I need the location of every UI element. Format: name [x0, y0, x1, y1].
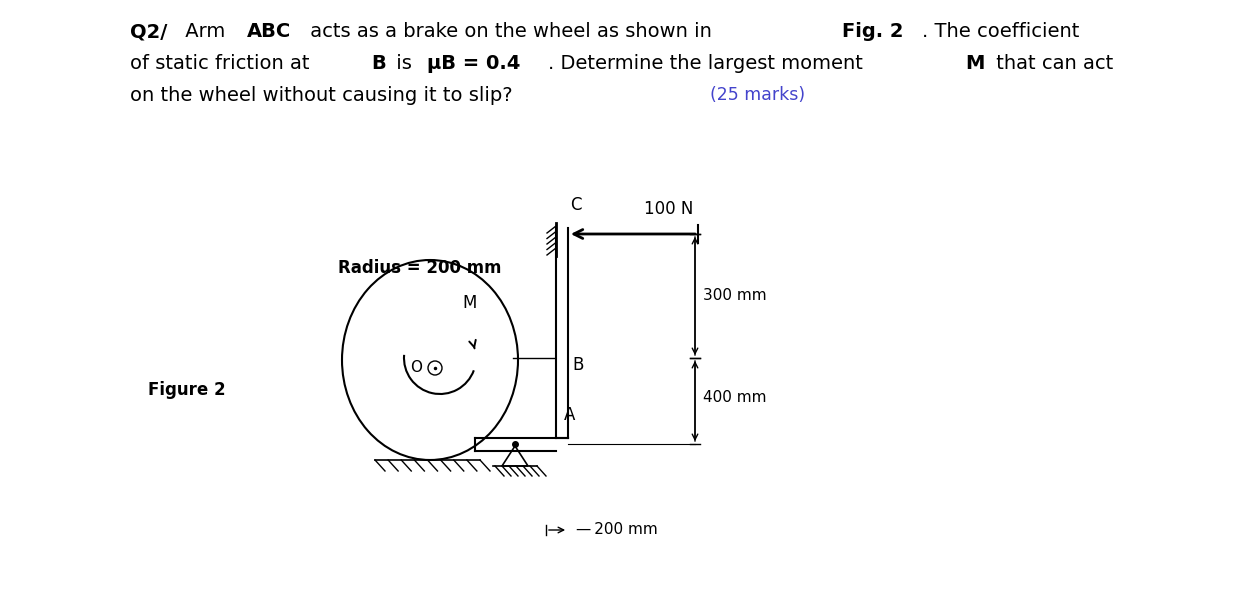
Text: M: M: [965, 54, 985, 73]
Text: ABC: ABC: [247, 22, 291, 41]
Text: 400 mm: 400 mm: [703, 390, 766, 405]
Text: that can act: that can act: [990, 54, 1114, 73]
Text: — 200 mm: — 200 mm: [576, 522, 658, 538]
Text: 300 mm: 300 mm: [703, 288, 766, 304]
Text: Arm: Arm: [179, 22, 231, 41]
Text: A: A: [564, 406, 575, 424]
Text: . Determine the largest moment: . Determine the largest moment: [548, 54, 869, 73]
Text: 100 N: 100 N: [643, 200, 693, 218]
Text: M: M: [462, 294, 477, 312]
Text: acts as a brake on the wheel as shown in: acts as a brake on the wheel as shown in: [304, 22, 718, 41]
Text: C: C: [570, 196, 581, 214]
Text: O: O: [410, 361, 422, 376]
Text: B: B: [573, 356, 584, 374]
Text: μB = 0.4: μB = 0.4: [427, 54, 520, 73]
Text: of static friction at: of static friction at: [130, 54, 315, 73]
Text: (25 marks): (25 marks): [710, 86, 805, 104]
Text: B: B: [371, 54, 386, 73]
Text: is: is: [390, 54, 419, 73]
Text: Q2/: Q2/: [130, 22, 168, 41]
Text: Fig. 2: Fig. 2: [842, 22, 903, 41]
Text: Figure 2: Figure 2: [148, 381, 226, 399]
Text: on the wheel without causing it to slip?: on the wheel without causing it to slip?: [130, 86, 513, 105]
Text: Radius = 200 mm: Radius = 200 mm: [338, 259, 502, 277]
Text: . The coefficient: . The coefficient: [922, 22, 1079, 41]
